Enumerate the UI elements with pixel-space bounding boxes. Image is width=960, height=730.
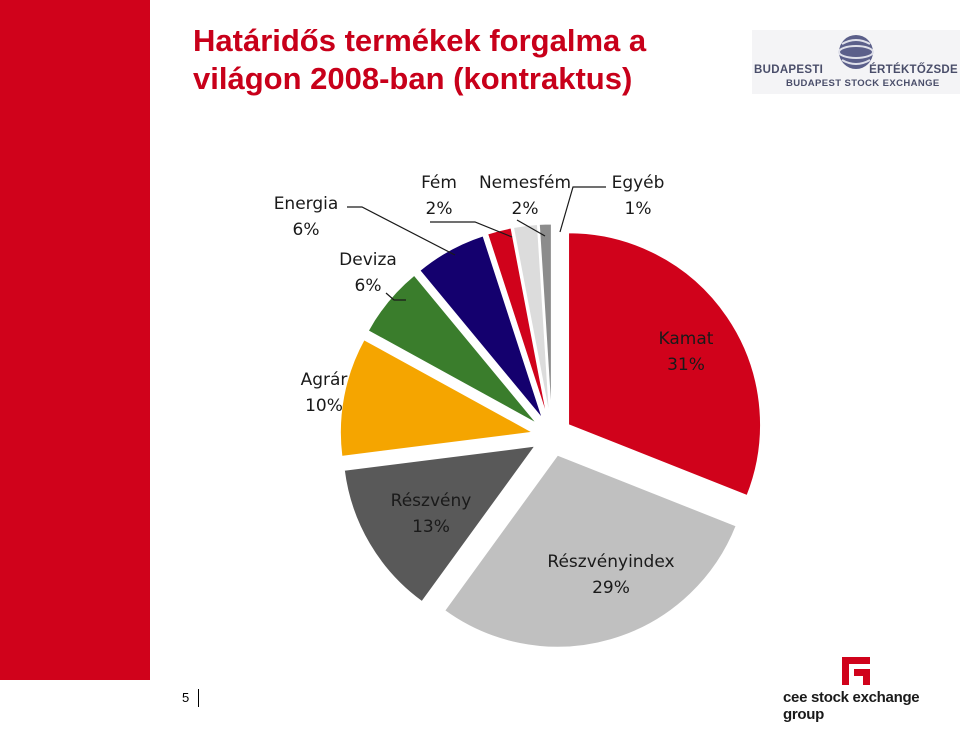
slice-label-kamat: Kamat [659,329,714,349]
slice-value-kamat: 31% [667,355,705,375]
slice-label-nemesfem: Nemesfém [479,173,571,193]
cee-group-logo-text: cee stock exchange group [783,689,920,723]
page-number-divider [198,689,199,707]
slice-label-deviza: Deviza [339,250,397,270]
pie-slice-egyeb [538,223,552,417]
pie-slice-kamat [568,232,761,497]
slice-value-energia: 6% [293,220,320,240]
slice-value-nemesfem: 2% [512,199,539,219]
pie-slice-energia [419,235,543,419]
bse-name-left: BUDAPESTI [754,64,824,76]
slice-value-reszveny: 13% [412,517,450,537]
slice-label-reszvenyindex: Részvényindex [547,552,674,572]
slice-label-egyeb: Egyéb [612,173,665,193]
leader-line-fem [430,221,513,238]
pie-slice-reszvenyindex [444,454,737,648]
leader-line-energia [347,206,456,256]
slide-title: Határidős termékek forgalma a világon 20… [193,22,713,98]
page-number: 5 [182,690,190,705]
pie-slice-deviza [367,274,537,424]
slice-value-deviza: 6% [355,276,382,296]
brand-side-bar [0,0,150,680]
slice-value-fem: 2% [426,199,453,219]
leader-line-egyeb [559,186,606,233]
leader-line-deviza [385,292,406,301]
pie-slice-fem [487,227,548,417]
slice-label-agrar: Agrár [301,370,348,390]
bse-subtitle: BUDAPEST STOCK EXCHANGE [786,78,940,89]
slice-label-fem: Fém [421,173,457,193]
slice-label-reszveny: Részvény [391,491,472,511]
slice-value-agrar: 10% [305,396,343,416]
slice-label-energia: Energia [274,194,339,214]
pie-slice-reszveny [343,445,536,603]
slide-title-line-1: Határidős termékek forgalma a [193,23,647,58]
pie-slice-agrar [339,339,534,457]
bse-name-right: ÉRTÉKTŐZSDE [869,64,958,76]
pie-slice-nemesfem [512,224,550,417]
bse-globe-icon [838,35,874,69]
leader-line-nemesfem [516,219,546,237]
slide-title-line-2: világon 2008-ban (kontraktus) [193,61,633,96]
bse-logo-text: BUDAPESTI ÉRTÉKTŐZSDE BUDAPEST STOCK EXC… [752,64,960,89]
slice-value-reszvenyindex: 29% [592,578,630,598]
bse-logo [752,30,960,94]
cee-logo-mark-icon [842,657,870,685]
slice-value-egyeb: 1% [625,199,652,219]
